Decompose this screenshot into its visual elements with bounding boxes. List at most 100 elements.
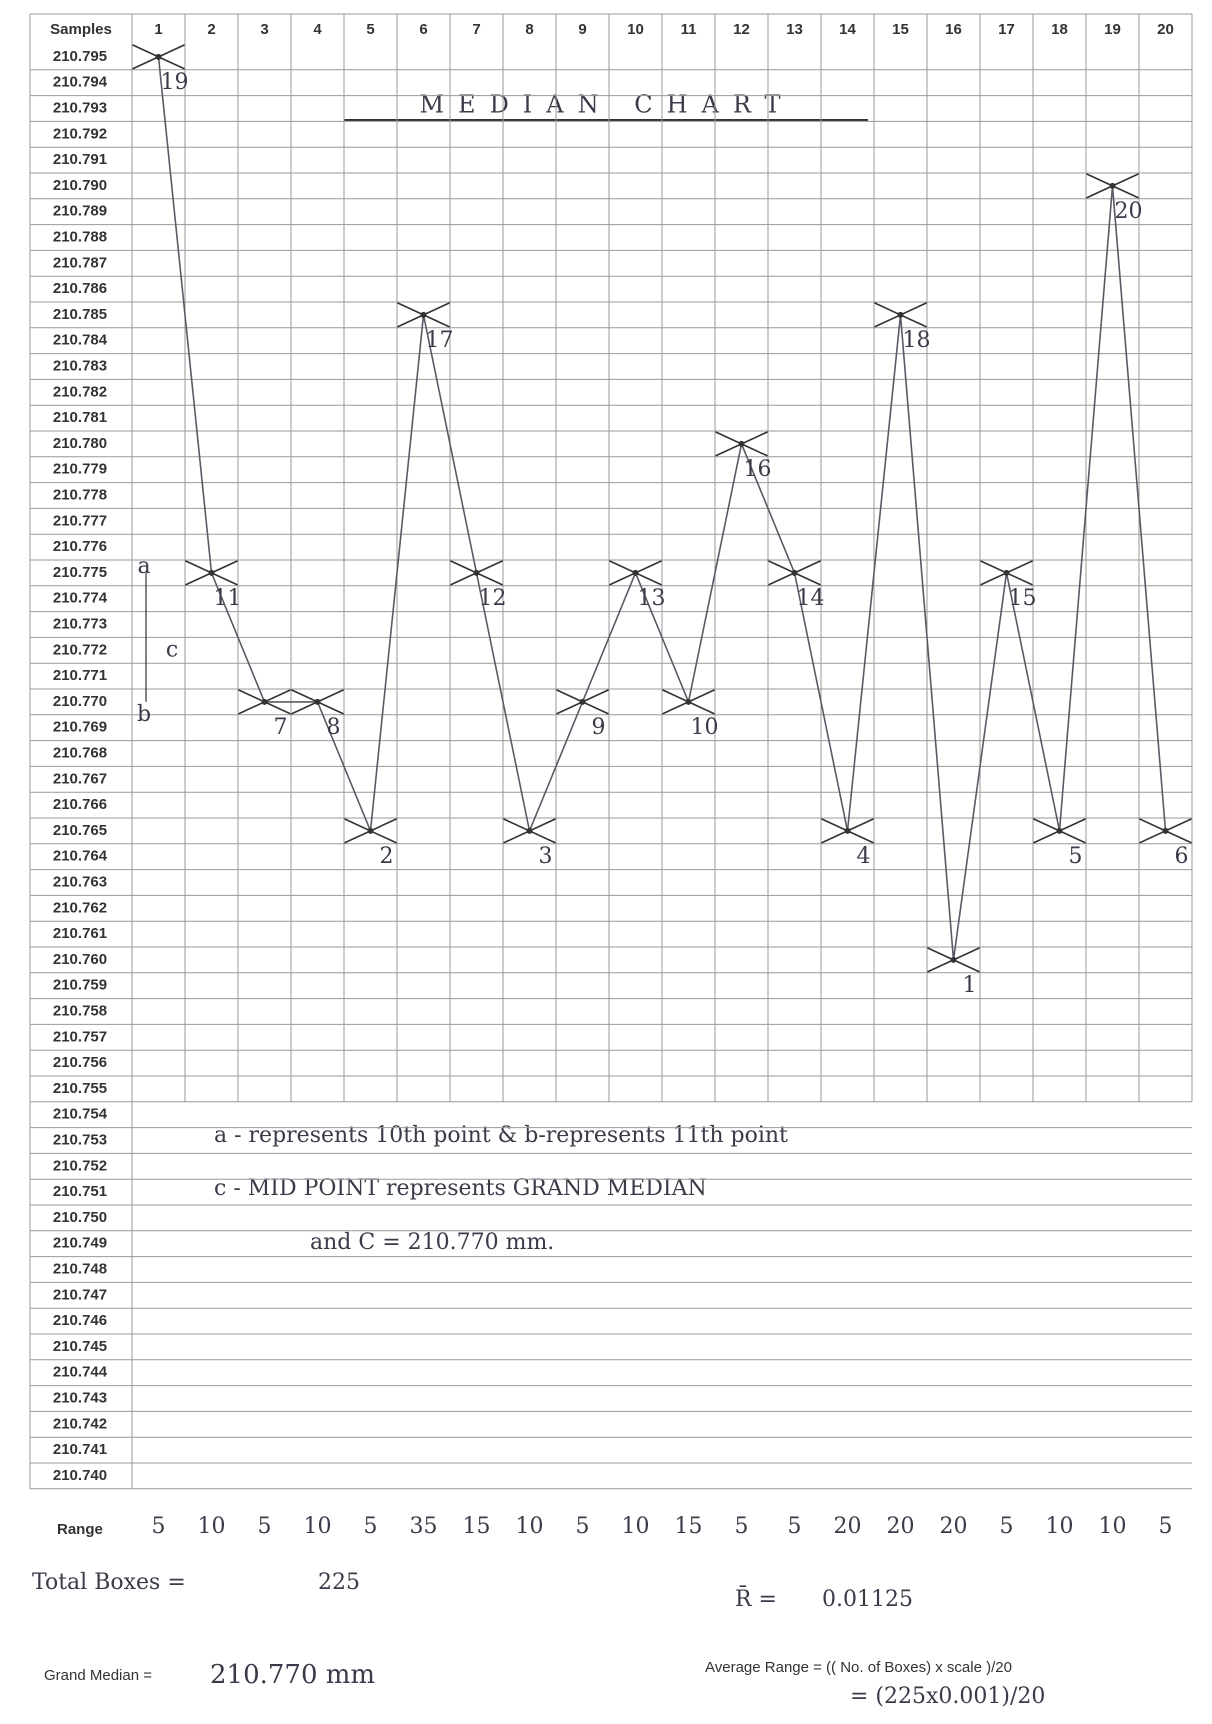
median-dot [368, 828, 374, 834]
range-value: 5 [152, 1514, 166, 1539]
point-rank: 14 [797, 586, 825, 611]
range-value: 5 [258, 1514, 272, 1539]
range-value: 35 [410, 1514, 438, 1539]
x-tick-label: 8 [525, 21, 533, 38]
y-tick-label: 210.757 [53, 1028, 107, 1045]
y-tick-label: 210.747 [53, 1286, 107, 1303]
y-tick-label: 210.783 [53, 357, 107, 374]
y-tick-label: 210.774 [53, 590, 108, 607]
y-tick-label: 210.778 [53, 486, 107, 503]
point-rank: 3 [539, 844, 553, 869]
y-tick-label: 210.769 [53, 719, 107, 736]
y-tick-label: 210.744 [53, 1364, 108, 1381]
range-value: 10 [622, 1514, 650, 1539]
x-axis-label: Samples [50, 21, 112, 38]
x-tick-label: 3 [260, 21, 268, 38]
y-tick-label: 210.758 [53, 1002, 107, 1019]
x-tick-label: 20 [1157, 21, 1174, 38]
y-tick-label: 210.785 [53, 306, 107, 323]
x-tick-label: 4 [313, 21, 322, 38]
median-dot [421, 312, 427, 318]
y-tick-label: 210.782 [53, 383, 107, 400]
point-rank: 15 [1009, 586, 1037, 611]
x-tick-label: 18 [1051, 21, 1068, 38]
y-tick-label: 210.745 [53, 1338, 107, 1355]
y-tick-label: 210.754 [53, 1106, 108, 1123]
marker-label: b [137, 702, 151, 727]
range-value: 10 [198, 1514, 226, 1539]
average-range-label: Average Range = (( No. of Boxes) x scale… [705, 1659, 1012, 1676]
x-tick-label: 16 [945, 21, 962, 38]
point-rank: 18 [903, 328, 931, 353]
note: c - MID POINT represents GRAND MEDIAN [214, 1176, 707, 1201]
rbar-label: R̄ = [735, 1585, 777, 1612]
y-tick-label: 210.775 [53, 564, 107, 581]
x-tick-label: 17 [998, 21, 1015, 38]
range-value: 20 [887, 1514, 915, 1539]
median-dot [474, 570, 480, 576]
y-tick-label: 210.767 [53, 770, 107, 787]
range-value: 15 [675, 1514, 703, 1539]
y-tick-label: 210.748 [53, 1260, 107, 1277]
y-tick-label: 210.771 [53, 667, 107, 684]
y-tick-label: 210.741 [53, 1441, 107, 1458]
median-dot [527, 828, 533, 834]
x-tick-label: 9 [578, 21, 586, 38]
x-tick-label: 6 [419, 21, 427, 38]
marker-label: a [137, 554, 150, 579]
x-tick-label: 12 [733, 21, 750, 38]
y-tick-label: 210.740 [53, 1467, 107, 1484]
y-tick-label: 210.768 [53, 744, 107, 761]
rbar: 0.01125 [822, 1587, 913, 1612]
median-dot [1057, 828, 1063, 834]
median-dot [262, 699, 268, 705]
median-dot [156, 54, 162, 60]
grand-median: 210.770 mm [210, 1660, 375, 1690]
median-dot [1110, 183, 1116, 189]
range-label: Range [57, 1521, 103, 1538]
median-chart-page: Samples MEDIAN CHART a - represents 10th… [0, 0, 1212, 1724]
point-rank: 9 [592, 715, 606, 740]
y-tick-label: 210.743 [53, 1389, 107, 1406]
y-tick-label: 210.789 [53, 203, 107, 220]
y-tick-label: 210.766 [53, 796, 107, 813]
y-tick-label: 210.786 [53, 280, 107, 297]
x-tick-label: 19 [1104, 21, 1121, 38]
range-value: 10 [1046, 1514, 1074, 1539]
x-tick-label: 15 [892, 21, 909, 38]
median-dot [792, 570, 798, 576]
x-tick-label: 14 [839, 21, 856, 38]
y-tick-label: 210.750 [53, 1209, 107, 1226]
median-dot [845, 828, 851, 834]
median-dot [580, 699, 586, 705]
y-tick-label: 210.781 [53, 409, 107, 426]
y-tick-label: 210.752 [53, 1157, 107, 1174]
y-tick-label: 210.761 [53, 925, 107, 942]
total-boxes-label: Total Boxes = [32, 1570, 186, 1595]
median-dot [1163, 828, 1169, 834]
x-tick-label: 2 [207, 21, 215, 38]
range-value: 5 [1000, 1514, 1014, 1539]
y-tick-label: 210.784 [53, 332, 108, 349]
point-rank: 16 [744, 457, 772, 482]
y-tick-label: 210.762 [53, 899, 107, 916]
point-rank: 17 [426, 328, 454, 353]
range-value: 5 [788, 1514, 802, 1539]
y-tick-label: 210.788 [53, 228, 107, 245]
median-dot [898, 312, 904, 318]
y-tick-label: 210.746 [53, 1312, 107, 1329]
note: and C = 210.770 mm. [310, 1230, 554, 1255]
range-value: 20 [834, 1514, 862, 1539]
note: a - represents 10th point & b-represents… [214, 1123, 788, 1148]
y-tick-label: 210.772 [53, 641, 107, 658]
chart-title: MEDIAN CHART [419, 91, 794, 119]
point-rank: 2 [380, 844, 394, 869]
y-tick-label: 210.759 [53, 977, 107, 994]
point-rank: 13 [638, 586, 666, 611]
point-rank: 7 [274, 715, 288, 740]
y-tick-label: 210.756 [53, 1054, 107, 1071]
x-tick-label: 11 [681, 21, 697, 38]
point-rank: 5 [1069, 844, 1083, 869]
y-tick-label: 210.763 [53, 873, 107, 890]
median-dot [951, 957, 957, 963]
